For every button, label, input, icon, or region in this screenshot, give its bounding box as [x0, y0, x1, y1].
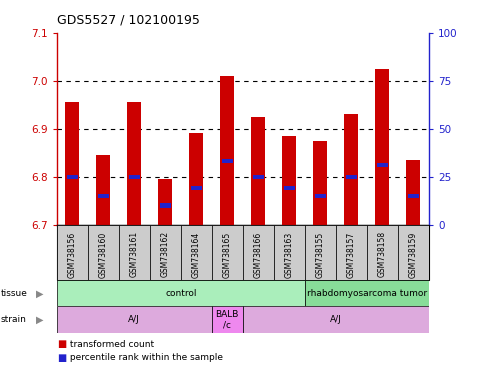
Bar: [305, 280, 429, 306]
Text: GSM738160: GSM738160: [99, 231, 108, 278]
Bar: [315, 194, 326, 198]
Bar: [406, 160, 421, 225]
Bar: [336, 225, 367, 280]
Text: GSM738165: GSM738165: [223, 231, 232, 278]
Bar: [88, 225, 119, 280]
Text: GSM738161: GSM738161: [130, 231, 139, 278]
Bar: [346, 174, 357, 179]
Text: BALB
/c: BALB /c: [215, 310, 239, 329]
Bar: [345, 114, 358, 225]
Bar: [127, 102, 141, 225]
Bar: [284, 186, 295, 190]
Text: GSM738163: GSM738163: [285, 231, 294, 278]
Bar: [96, 155, 110, 225]
Text: ■: ■: [57, 339, 66, 349]
Bar: [65, 102, 79, 225]
Bar: [158, 179, 172, 225]
Bar: [67, 174, 77, 179]
Text: strain: strain: [1, 315, 27, 324]
Text: GSM738157: GSM738157: [347, 231, 356, 278]
Bar: [408, 194, 419, 198]
Bar: [150, 225, 181, 280]
Text: rhabdomyosarcoma tumor: rhabdomyosarcoma tumor: [307, 289, 427, 298]
Bar: [160, 204, 171, 208]
Bar: [243, 225, 274, 280]
Bar: [243, 306, 429, 333]
Bar: [253, 174, 264, 179]
Bar: [305, 225, 336, 280]
Bar: [398, 225, 429, 280]
Bar: [274, 225, 305, 280]
Text: ▶: ▶: [35, 314, 43, 324]
Text: ■: ■: [57, 353, 66, 362]
Bar: [129, 174, 140, 179]
Bar: [98, 194, 108, 198]
Bar: [212, 306, 243, 333]
Bar: [282, 136, 296, 225]
Text: GSM738155: GSM738155: [316, 231, 325, 278]
Bar: [57, 225, 88, 280]
Text: GSM738162: GSM738162: [161, 231, 170, 278]
Bar: [222, 159, 233, 163]
Text: control: control: [165, 289, 197, 298]
Bar: [119, 225, 150, 280]
Text: GDS5527 / 102100195: GDS5527 / 102100195: [57, 13, 200, 26]
Text: transformed count: transformed count: [67, 339, 154, 349]
Bar: [220, 76, 234, 225]
Bar: [375, 69, 389, 225]
Text: GSM738164: GSM738164: [192, 231, 201, 278]
Bar: [367, 225, 398, 280]
Text: GSM738156: GSM738156: [68, 231, 77, 278]
Text: percentile rank within the sample: percentile rank within the sample: [67, 353, 222, 362]
Bar: [212, 225, 243, 280]
Bar: [57, 280, 305, 306]
Text: tissue: tissue: [1, 289, 28, 298]
Text: A/J: A/J: [128, 315, 140, 324]
Bar: [191, 186, 202, 190]
Bar: [189, 134, 203, 225]
Text: GSM738159: GSM738159: [409, 231, 418, 278]
Bar: [251, 117, 265, 225]
Bar: [57, 306, 212, 333]
Text: A/J: A/J: [330, 315, 342, 324]
Text: ▶: ▶: [35, 288, 43, 298]
Bar: [314, 141, 327, 225]
Bar: [181, 225, 212, 280]
Bar: [377, 163, 388, 167]
Text: GSM738158: GSM738158: [378, 231, 387, 278]
Text: GSM738166: GSM738166: [254, 231, 263, 278]
